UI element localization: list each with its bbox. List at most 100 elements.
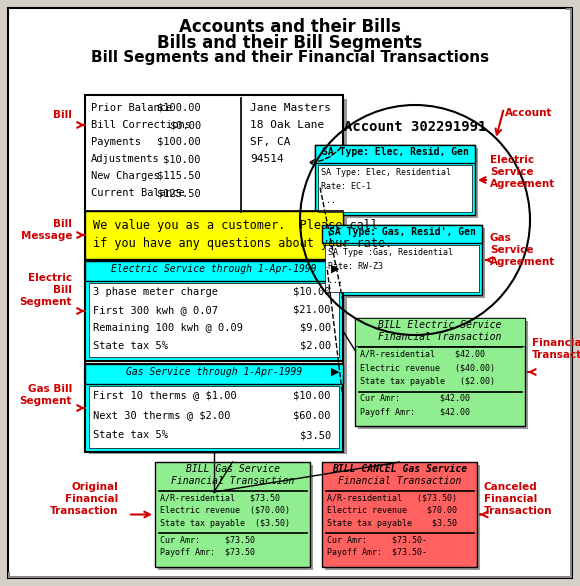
Text: Electric revenue  ($70.00): Electric revenue ($70.00) xyxy=(160,506,290,515)
Text: Financial: Financial xyxy=(532,338,580,348)
Text: Original: Original xyxy=(71,482,118,492)
Bar xyxy=(325,490,474,491)
Text: $3.50: $3.50 xyxy=(300,430,331,440)
Text: Current Balance: Current Balance xyxy=(91,188,185,198)
Bar xyxy=(325,532,474,533)
Bar xyxy=(85,211,343,259)
Bar xyxy=(85,261,343,361)
Bar xyxy=(325,228,485,298)
Text: Bill: Bill xyxy=(53,219,72,229)
Bar xyxy=(85,364,343,452)
Text: Electric: Electric xyxy=(28,273,72,283)
Bar xyxy=(318,148,478,218)
Bar xyxy=(85,95,343,450)
Text: Gas Service through 1-Apr-1999: Gas Service through 1-Apr-1999 xyxy=(126,367,302,377)
Text: $0.00: $0.00 xyxy=(170,120,201,130)
Bar xyxy=(315,145,475,163)
Text: Bills and their Bill Segments: Bills and their Bill Segments xyxy=(157,34,423,52)
Text: Financial: Financial xyxy=(65,494,118,504)
Text: Electric revenue    $70.00: Electric revenue $70.00 xyxy=(327,506,457,515)
Text: Jane Masters: Jane Masters xyxy=(250,103,331,113)
Text: State tax 5%: State tax 5% xyxy=(93,341,168,351)
Bar xyxy=(85,261,343,281)
Text: $60.00: $60.00 xyxy=(293,410,331,420)
Bar xyxy=(85,364,343,384)
Text: Message: Message xyxy=(20,231,72,241)
Text: SA Type :Gas, Residential: SA Type :Gas, Residential xyxy=(328,248,453,257)
Text: ▶: ▶ xyxy=(331,367,339,377)
Bar xyxy=(318,165,472,212)
Text: Accounts and their Bills: Accounts and their Bills xyxy=(179,18,401,36)
Bar xyxy=(155,462,310,567)
Text: Service: Service xyxy=(490,245,534,255)
Bar xyxy=(158,532,307,533)
Text: Financial Transaction: Financial Transaction xyxy=(378,332,502,342)
Text: Cur Amr:     $73.50: Cur Amr: $73.50 xyxy=(160,535,255,544)
Text: Payoff Amr:  $73.50-: Payoff Amr: $73.50- xyxy=(327,548,427,557)
Text: $100.00: $100.00 xyxy=(157,103,201,113)
Text: SA Type: Elec, Resid, Gen: SA Type: Elec, Resid, Gen xyxy=(321,147,469,157)
Bar xyxy=(355,318,525,426)
Text: State tax payable    $3.50: State tax payable $3.50 xyxy=(327,519,457,528)
Text: Electric revenue   ($40.00): Electric revenue ($40.00) xyxy=(360,363,495,372)
Text: Cur Amr:        $42.00: Cur Amr: $42.00 xyxy=(360,394,470,403)
Text: BILL Gas Service: BILL Gas Service xyxy=(186,464,280,474)
Bar xyxy=(358,346,522,347)
Text: Financial Transaction: Financial Transaction xyxy=(171,476,294,486)
Text: Service: Service xyxy=(490,167,534,177)
Text: Rate: EC-1: Rate: EC-1 xyxy=(321,182,371,191)
Text: Bill: Bill xyxy=(53,110,72,120)
Bar xyxy=(322,462,477,567)
Text: Gas Bill: Gas Bill xyxy=(28,384,72,394)
Bar xyxy=(315,145,475,215)
Text: 94514: 94514 xyxy=(250,154,284,164)
Text: Account 302291991: Account 302291991 xyxy=(344,120,486,134)
Text: $10.00: $10.00 xyxy=(164,154,201,164)
Text: SA Type: Gas, Resid', Gen: SA Type: Gas, Resid', Gen xyxy=(328,227,476,237)
Text: $10.00: $10.00 xyxy=(293,390,331,400)
Bar xyxy=(158,465,313,570)
Bar xyxy=(355,318,525,346)
Text: $115.50: $115.50 xyxy=(157,171,201,181)
Text: We value you as a customer.  Please call: We value you as a customer. Please call xyxy=(93,219,378,232)
Text: Canceled: Canceled xyxy=(484,482,538,492)
Bar xyxy=(322,225,482,295)
Text: $125.50: $125.50 xyxy=(157,188,201,198)
Bar xyxy=(89,99,347,454)
Bar xyxy=(89,283,339,357)
Text: $100.00: $100.00 xyxy=(157,137,201,147)
Text: Transaction: Transaction xyxy=(49,506,118,516)
Text: 3 phase meter charge: 3 phase meter charge xyxy=(93,287,218,297)
Bar xyxy=(85,210,343,211)
Bar xyxy=(8,572,572,578)
Text: Electric: Electric xyxy=(490,155,534,165)
Text: BILL Electric Service: BILL Electric Service xyxy=(378,320,502,330)
Text: $2.00: $2.00 xyxy=(300,341,331,351)
Text: State tax payable  ($3.50): State tax payable ($3.50) xyxy=(160,519,290,528)
Text: Financial: Financial xyxy=(484,494,537,504)
Text: Financial Transaction: Financial Transaction xyxy=(338,476,461,486)
Bar xyxy=(566,8,572,578)
Bar xyxy=(325,245,479,292)
Text: Adjustments: Adjustments xyxy=(91,154,160,164)
Text: Transaction: Transaction xyxy=(532,350,580,360)
Text: Rate: RW-Z3: Rate: RW-Z3 xyxy=(328,262,383,271)
Text: $10.00: $10.00 xyxy=(293,287,331,297)
Text: Agreement: Agreement xyxy=(490,257,555,267)
Text: Segment: Segment xyxy=(20,396,72,406)
Text: ...: ... xyxy=(321,196,336,205)
Bar xyxy=(322,225,482,243)
Text: if you have any questions about your rate.: if you have any questions about your rat… xyxy=(93,237,392,250)
Text: $9.00: $9.00 xyxy=(300,323,331,333)
Bar xyxy=(325,465,480,570)
Text: New Charges: New Charges xyxy=(91,171,160,181)
Text: ...: ... xyxy=(328,276,343,285)
Text: Bill Segments and their Financial Transactions: Bill Segments and their Financial Transa… xyxy=(91,50,489,65)
Bar xyxy=(240,97,241,212)
Text: Transaction: Transaction xyxy=(484,506,553,516)
Text: Payoff Amr:  $73.50: Payoff Amr: $73.50 xyxy=(160,548,255,557)
Text: Electric Service through 1-Apr-1999: Electric Service through 1-Apr-1999 xyxy=(111,264,317,274)
Bar xyxy=(89,386,339,448)
Text: Agreement: Agreement xyxy=(490,179,555,189)
Text: 18 Oak Lane: 18 Oak Lane xyxy=(250,120,324,130)
